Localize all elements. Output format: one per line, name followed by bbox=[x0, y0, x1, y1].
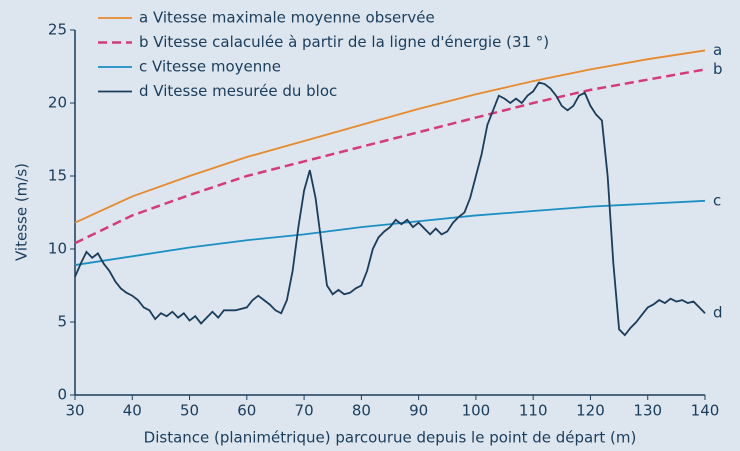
y-tick-label: 5 bbox=[57, 313, 67, 331]
x-tick-label: 140 bbox=[691, 402, 720, 420]
x-tick-label: 70 bbox=[295, 402, 314, 420]
legend-label: d Vitesse mesurée du bloc bbox=[139, 82, 337, 100]
line-series bbox=[74, 68, 706, 245]
x-tick-label: 130 bbox=[633, 402, 662, 420]
y-tick-label: 20 bbox=[48, 94, 67, 112]
series-end-label: c bbox=[713, 191, 721, 209]
y-tick-label: 25 bbox=[48, 21, 67, 39]
x-tick-label: 110 bbox=[519, 402, 548, 420]
line-series bbox=[74, 81, 706, 337]
y-tick-label: 10 bbox=[48, 240, 67, 258]
y-axis-label: Vitesse (m/s) bbox=[13, 163, 31, 261]
series-end-label: d bbox=[713, 304, 723, 322]
x-tick-label: 30 bbox=[65, 402, 84, 420]
legend-label: b Vitesse calaculée à partir de la ligne… bbox=[139, 33, 549, 51]
x-axis-label: Distance (planimétrique) parcourue depui… bbox=[144, 429, 637, 447]
y-tick-label: 15 bbox=[48, 167, 67, 185]
line-series bbox=[74, 199, 706, 266]
x-tick-label: 100 bbox=[462, 402, 491, 420]
legend-label: a Vitesse maximale moyenne observée bbox=[139, 9, 435, 27]
x-tick-label: 90 bbox=[409, 402, 428, 420]
x-tick-label: 80 bbox=[352, 402, 371, 420]
x-tick-label: 50 bbox=[180, 402, 199, 420]
series-end-label: a bbox=[713, 41, 722, 59]
line-series bbox=[74, 49, 706, 224]
x-tick-label: 40 bbox=[123, 402, 142, 420]
x-tick-label: 120 bbox=[576, 402, 605, 420]
y-tick-label: 0 bbox=[57, 386, 67, 404]
series-end-label: b bbox=[713, 60, 723, 78]
x-tick-label: 60 bbox=[237, 402, 256, 420]
legend-label: c Vitesse moyenne bbox=[139, 58, 281, 76]
